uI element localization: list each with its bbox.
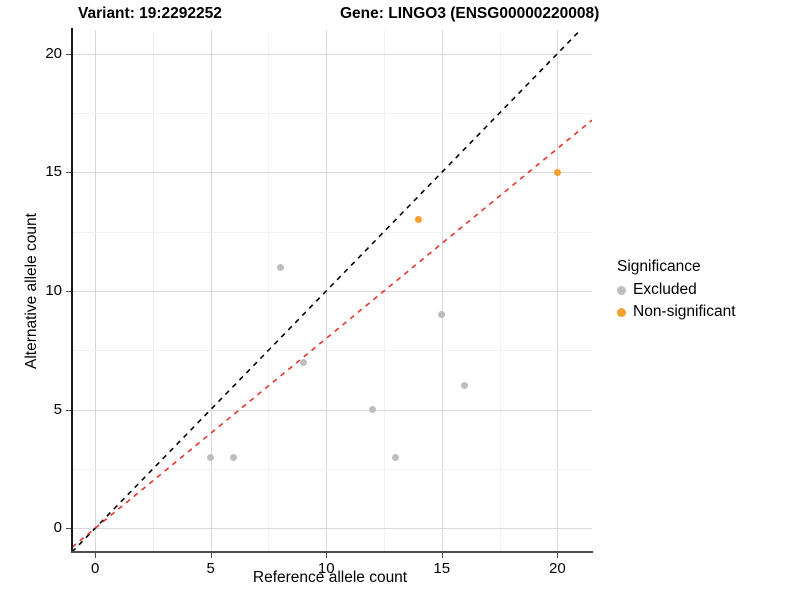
legend: Significance Excluded Non-significant (617, 258, 736, 323)
gridline-y-major (72, 53, 592, 55)
data-point (438, 311, 446, 319)
x-tick (95, 553, 97, 558)
y-tick-label: 0 (53, 519, 62, 537)
legend-key-dot-icon (617, 307, 626, 317)
x-tick (441, 553, 443, 558)
data-point (299, 358, 307, 366)
gridline-y-major (72, 291, 592, 292)
y-axis-label: Alternative allele count (23, 213, 40, 369)
x-axis-line (71, 551, 593, 553)
y-tick (66, 409, 71, 411)
data-point (207, 453, 215, 461)
legend-title: Significance (617, 258, 701, 275)
y-axis-line (71, 28, 73, 553)
data-point (415, 216, 423, 224)
data-point (461, 382, 469, 390)
x-tick (210, 553, 212, 558)
y-axis-label-wrap: Alternative allele count (23, 31, 41, 551)
variant-title: Variant: 19:2292252 (78, 5, 222, 22)
gridline-y-minor (72, 350, 592, 352)
y-tick (66, 528, 71, 530)
gridline-y-minor (72, 468, 592, 470)
gridline-y-minor (72, 113, 592, 115)
data-point (368, 406, 376, 414)
data-point (276, 263, 284, 271)
x-tick-label: 0 (90, 560, 100, 577)
gridline-y-major (72, 172, 592, 174)
data-point (392, 453, 400, 461)
gridline-y-minor (72, 231, 592, 233)
y-tick-label: 15 (45, 163, 62, 181)
legend-item: Excluded (617, 279, 736, 301)
plot-panel (72, 30, 592, 552)
data-point (553, 168, 561, 176)
x-axis-label: Reference allele count (252, 569, 408, 586)
gridline-y-major (72, 409, 592, 411)
x-tick (557, 553, 559, 558)
gene-title: Gene: LINGO3 (ENSG00000220008) (340, 5, 600, 22)
y-tick (66, 291, 71, 292)
y-tick-label: 20 (45, 44, 62, 62)
legend-item: Non-significant (617, 301, 736, 323)
x-tick-label: 15 (433, 560, 451, 577)
x-tick-label: 20 (548, 560, 566, 577)
expected-ratio-line (72, 119, 592, 548)
gridline-y-major (72, 528, 592, 530)
x-tick-label: 5 (206, 560, 215, 577)
x-tick-label: 10 (317, 560, 335, 577)
y-tick (66, 53, 71, 55)
data-point (230, 453, 238, 461)
y-tick-label: 5 (53, 400, 62, 418)
legend-item-label: Non-significant (633, 303, 736, 320)
x-tick (326, 553, 328, 558)
y-tick-label: 10 (45, 282, 62, 299)
y-tick (66, 172, 71, 174)
legend-key-dot-icon (617, 285, 626, 295)
legend-items: Excluded Non-significant (617, 279, 736, 323)
legend-item-label: Excluded (633, 281, 697, 298)
